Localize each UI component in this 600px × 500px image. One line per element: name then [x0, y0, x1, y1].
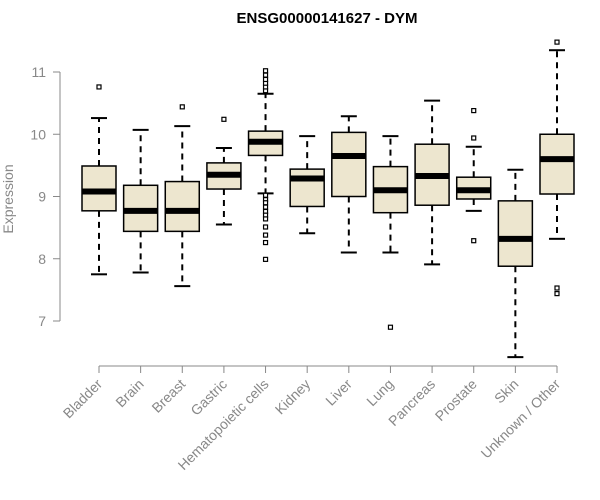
x-tick-label: Prostate	[432, 376, 480, 424]
x-tick-label: Brain	[112, 376, 146, 410]
box-iqr	[164, 180, 201, 233]
outlier-point	[262, 216, 269, 222]
outlier-point	[471, 135, 477, 141]
box-iqr	[81, 165, 117, 212]
x-tick-label: Unknown / Other	[478, 376, 564, 462]
y-tick-label: 9	[38, 189, 46, 205]
x-tick-label: Skin	[491, 376, 522, 407]
box-group	[497, 168, 534, 359]
outlier-point	[554, 285, 560, 291]
box-iqr	[289, 168, 325, 208]
plot-area	[81, 39, 575, 359]
outlier-point	[262, 224, 269, 230]
box-group	[206, 116, 242, 226]
y-tick-label: 10	[30, 126, 46, 142]
box-group	[539, 39, 575, 297]
outlier-point	[554, 39, 560, 45]
box-group	[81, 84, 117, 276]
outlier-point	[96, 84, 102, 90]
y-tick-label: 8	[38, 251, 46, 267]
outlier-point	[262, 200, 269, 206]
box-group	[289, 135, 325, 235]
outlier-point	[179, 104, 185, 110]
box-group	[122, 128, 159, 274]
outlier-point	[262, 72, 269, 78]
outlier-point	[387, 324, 394, 330]
x-tick-label: Bladder	[60, 376, 106, 422]
box-iqr	[497, 200, 534, 267]
x-tick-label: Breast	[148, 376, 188, 416]
outlier-point	[221, 116, 227, 122]
box-group	[164, 104, 201, 288]
x-tick-label: Kidney	[272, 376, 314, 418]
x-tick-label: Liver	[322, 376, 355, 409]
box-iqr	[331, 131, 367, 198]
outlier-point	[262, 68, 269, 74]
outlier-point	[262, 256, 269, 262]
y-tick-label: 7	[38, 313, 46, 329]
chart-title: ENSG00000141627 - DYM	[237, 10, 418, 27]
outlier-point	[471, 238, 477, 244]
outlier-point	[262, 76, 269, 83]
y-axis-label: Expression	[0, 164, 16, 233]
outlier-point	[262, 239, 269, 246]
outlier-point	[262, 232, 269, 238]
box-group	[455, 107, 492, 244]
y-tick-label: 11	[31, 64, 46, 80]
outlier-point	[262, 204, 269, 210]
box-group	[331, 115, 367, 254]
outlier-point	[262, 192, 269, 198]
outlier-point	[554, 291, 560, 297]
x-tick-label: Lung	[363, 376, 396, 409]
box-group	[247, 68, 284, 262]
box-iqr	[539, 133, 575, 195]
box-group	[414, 99, 450, 266]
box-group	[372, 135, 409, 330]
outlier-point	[471, 107, 477, 114]
y-axis: 7 8 9 10 11	[30, 64, 61, 329]
